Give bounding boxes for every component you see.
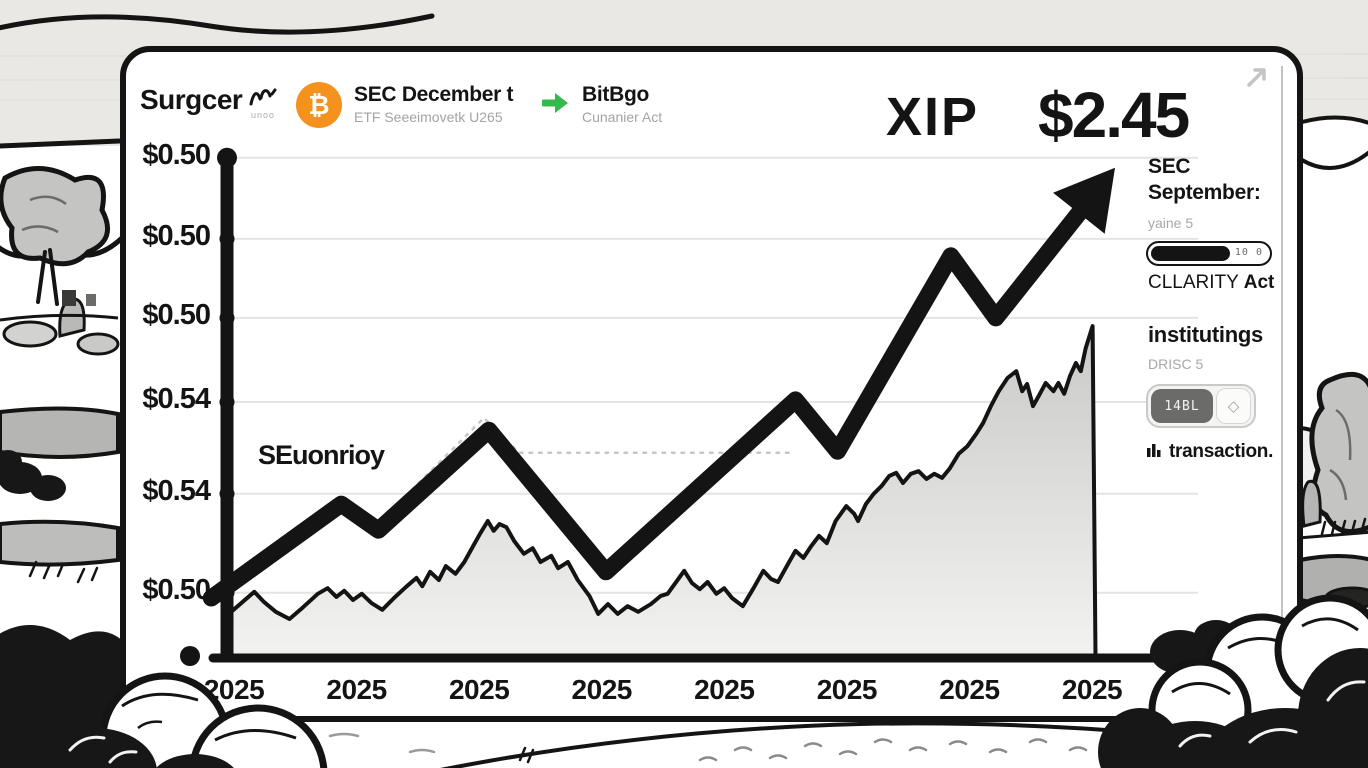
price-card: Surgcer unoo ₿ SEC December t ETF Seeeim… [120, 46, 1303, 722]
scribble-caption: unoo [250, 110, 276, 120]
segmented-control: 14BL ◇ [1146, 384, 1256, 428]
diamond-segment-button[interactable]: ◇ [1216, 388, 1251, 424]
x-tick-label: 2025 [571, 674, 633, 705]
header-item-bitbgo: BitBgo Cunanier Act [582, 83, 662, 125]
clarity-act-regular: CLLARITY [1148, 272, 1239, 293]
x-tick-label: 2025 [939, 674, 1000, 705]
transaction-row: transaction. [1146, 441, 1273, 463]
header-item-sec: SEC December t ETF Seeeimovetk U265 [354, 83, 514, 125]
brand-title: Surgcer [140, 84, 243, 115]
header-item-title: SEC December t [354, 83, 514, 106]
y-tick-label: $0.50 [142, 298, 211, 331]
chart-annotation: SEuonrioy [258, 440, 385, 470]
y-tick-label: $0.50 [142, 219, 211, 252]
primary-segment-button[interactable]: 14BL [1151, 389, 1213, 423]
x-tick-label: 2025 [326, 674, 387, 705]
x-tick-label: 2025 [694, 674, 755, 705]
y-tick-label: $0.50 [142, 573, 211, 606]
bitcoin-icon: ₿ [296, 82, 342, 128]
price-value: $2.45 [1038, 79, 1190, 151]
y-tick-label: $0.54 [142, 474, 211, 507]
sidebar-subheading-regulation: yaine 5 [1148, 215, 1194, 231]
x-axis-labels: 2025 2025 2025 2025 2025 2025 2025 2025 [126, 674, 1226, 714]
y-tick-label: $0.54 [142, 383, 211, 415]
sidebar-heading-regulation: SEC September: [1148, 155, 1261, 204]
x-tick-label: 2025 [1061, 674, 1123, 705]
left-river [0, 406, 120, 584]
price-chart [180, 147, 1209, 666]
transaction-label: transaction. [1169, 441, 1274, 462]
card-inner-divider [1281, 66, 1283, 698]
clarity-act-label: CLLARITY Act [1148, 272, 1274, 294]
transaction-icon [1146, 442, 1162, 463]
diamond-icon: ◇ [1227, 398, 1240, 415]
x-tick-label: 2025 [816, 674, 878, 705]
left-tree [0, 166, 120, 356]
green-arrow-icon [540, 90, 570, 121]
ticker-symbol: XIP [886, 87, 980, 147]
x-tick-label: 2025 [448, 674, 510, 705]
progress-label: 10 0 [1234, 247, 1263, 258]
sidebar-subheading-institutions: DRISC 5 [1148, 356, 1204, 372]
header-item-title: BitBgo [582, 83, 650, 106]
progress-bar: 10 0 [1146, 241, 1272, 266]
y-tick-label: $0.50 [142, 138, 211, 171]
header-item-subtitle: Cunanier Act [582, 109, 663, 125]
header-item-subtitle: ETF Seeeimovetk U265 [354, 109, 503, 125]
y-axis-labels: $0.50 $0.50 $0.50 $0.54 $0.54 $0.50 [126, 52, 212, 692]
scribble-icon [248, 84, 278, 113]
clarity-act-bold: Act [1243, 272, 1275, 293]
x-tick-label: 2025 [203, 674, 265, 705]
corner-arrow-icon[interactable] [1246, 66, 1268, 93]
progress-fill [1151, 246, 1231, 261]
sidebar-heading-institutions: institutings [1148, 322, 1263, 347]
